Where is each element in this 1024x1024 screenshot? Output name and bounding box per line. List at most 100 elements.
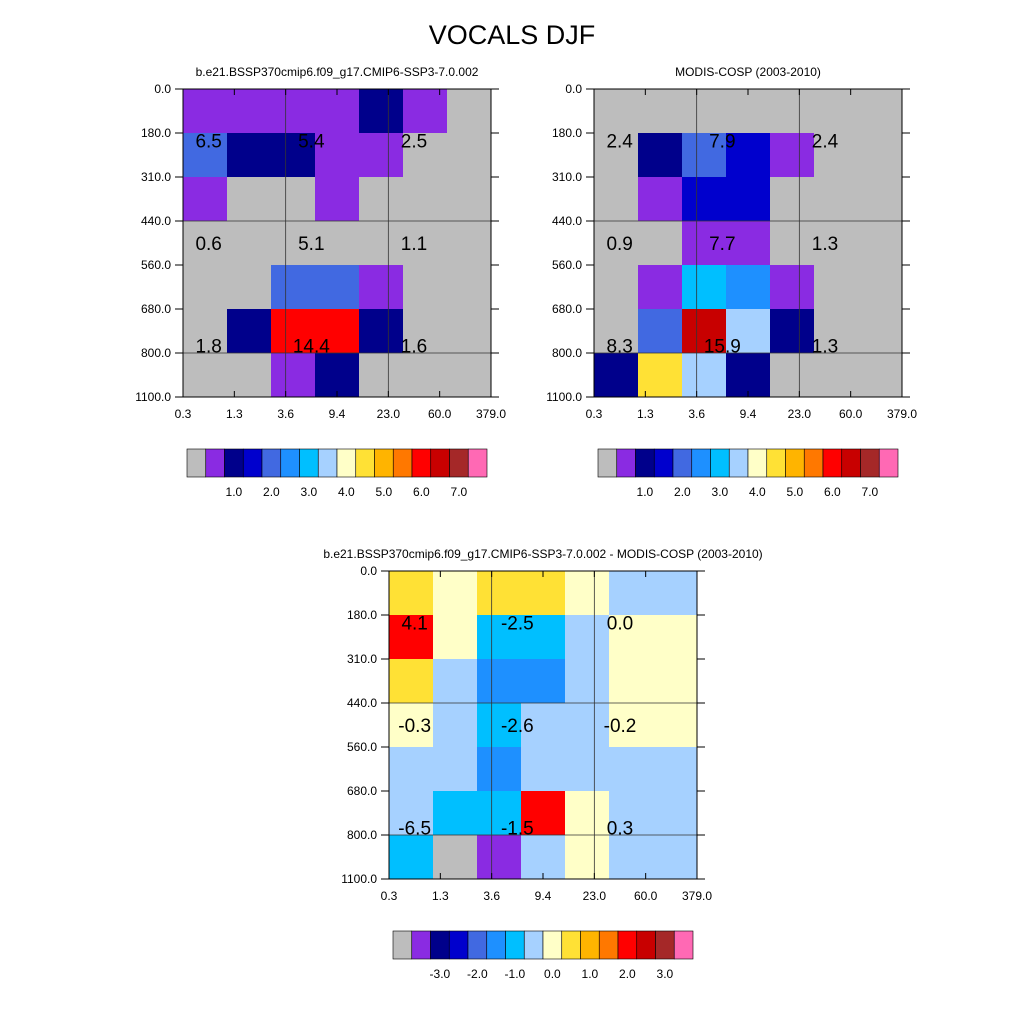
y-tick-label: 180.0	[552, 126, 582, 140]
heatmap-cell	[858, 221, 903, 266]
heatmap-cell	[609, 659, 654, 704]
heatmap-cell	[594, 265, 639, 310]
heatmap-cell	[565, 791, 610, 836]
heatmap-cell	[183, 353, 228, 398]
heatmap-cell	[271, 177, 316, 222]
heatmap-cell	[403, 309, 448, 354]
cell-annotation: 8.3	[606, 337, 632, 358]
heatmap-cell	[359, 133, 404, 178]
x-tick-label: 3.6	[277, 407, 294, 421]
heatmap-cell	[858, 353, 903, 398]
heatmap-cell	[682, 221, 727, 266]
y-tick-label: 1100.0	[135, 390, 171, 404]
heatmap-cell	[271, 353, 316, 398]
heatmap-cell	[477, 659, 522, 704]
heatmap-cell	[403, 177, 448, 222]
colorbar: -3.0 -2.0 -1.0 0.0 1.0 2.0 3.0	[392, 930, 694, 981]
heatmap-cell	[682, 353, 727, 398]
cell-annotation: 2.4	[606, 131, 633, 152]
colorbar-label: -3.0	[430, 967, 451, 981]
cell-annotation: 1.3	[812, 337, 838, 358]
y-tick-label: 680.0	[141, 302, 171, 316]
y-tick-label: 310.0	[552, 170, 582, 184]
colorbar-swatch	[224, 448, 244, 478]
heatmap-cell	[359, 177, 404, 222]
colorbar-swatch	[710, 448, 730, 478]
heatmap-cell	[227, 133, 272, 178]
heatmap-cell	[477, 835, 522, 880]
heatmap-cell	[521, 747, 566, 792]
heatmap-cell	[183, 309, 228, 354]
heatmap-cell	[682, 133, 727, 178]
heatmap-cell	[653, 747, 698, 792]
heatmap-cell	[433, 835, 478, 880]
heatmap-cell	[315, 177, 360, 222]
y-tick-label: 1100.0	[546, 390, 582, 404]
colorbar-swatch	[841, 448, 861, 478]
heatmap-cell	[359, 89, 404, 134]
panel-1: b.e21.BSSP370cmip6.f09_g17.CMIP6-SSP3-7.…	[135, 65, 506, 499]
heatmap-cell	[227, 353, 272, 398]
colorbar-swatch	[542, 930, 563, 960]
heatmap-cell	[609, 791, 654, 836]
cell-annotation: -1.5	[501, 819, 534, 840]
colorbar-swatch	[785, 448, 805, 478]
panel-3: b.e21.BSSP370cmip6.f09_g17.CMIP6-SSP3-7.…	[323, 547, 762, 981]
heatmap-cell	[389, 703, 434, 748]
cell-annotation: 1.3	[812, 234, 838, 255]
colorbar-swatch	[261, 448, 282, 478]
x-tick-label: 379.0	[682, 889, 712, 903]
heatmap-cell	[389, 747, 434, 792]
heatmap-cell	[638, 265, 683, 310]
colorbar-swatch	[598, 930, 619, 960]
x-tick-label: 0.3	[381, 889, 398, 903]
colorbar-swatch	[505, 930, 525, 960]
colorbar-swatch	[449, 448, 469, 478]
heatmap-cell	[858, 177, 903, 222]
heatmap-cell	[638, 353, 683, 398]
colorbar-swatch	[860, 448, 880, 478]
x-tick-label: 1.3	[637, 407, 654, 421]
colorbar-label: 5.0	[787, 485, 804, 499]
heatmap-cell	[403, 353, 448, 398]
x-tick-label: 1.3	[226, 407, 243, 421]
colorbar-label: 6.0	[824, 485, 841, 499]
colorbar-swatch	[411, 930, 431, 960]
heatmap-cell	[183, 177, 228, 222]
colorbar-swatch	[673, 930, 694, 960]
cell-annotation: -0.3	[398, 716, 431, 737]
cell-annotation: -0.2	[604, 716, 637, 737]
cell-annotation: 2.4	[812, 131, 839, 152]
x-tick-label: 3.6	[483, 889, 500, 903]
heatmap-cell	[359, 309, 404, 354]
heatmap-cell	[638, 221, 683, 266]
y-tick-label: 440.0	[552, 214, 582, 228]
x-tick-label: 23.0	[788, 407, 812, 421]
x-tick-label: 60.0	[634, 889, 658, 903]
heatmap-cell	[682, 309, 727, 354]
colorbar-swatch	[691, 448, 711, 478]
colorbar-swatch	[336, 448, 357, 478]
heatmap-cell	[814, 309, 859, 354]
heatmap-cell	[726, 309, 771, 354]
colorbar-swatch	[523, 930, 544, 960]
colorbar-swatch	[597, 448, 618, 478]
colorbar-swatch	[186, 448, 207, 478]
heatmap-cell	[594, 133, 639, 178]
heatmap-cell	[726, 265, 771, 310]
panel-title: b.e21.BSSP370cmip6.f09_g17.CMIP6-SSP3-7.…	[323, 547, 762, 561]
colorbar-label: -2.0	[467, 967, 488, 981]
x-tick-label: 9.4	[740, 407, 757, 421]
heatmap-cell	[858, 89, 903, 134]
heatmap-cell	[726, 89, 771, 134]
panel-title: b.e21.BSSP370cmip6.f09_g17.CMIP6-SSP3-7.…	[196, 65, 479, 79]
x-tick-label: 23.0	[583, 889, 607, 903]
heatmap-cell	[565, 835, 610, 880]
heatmap-cell	[653, 703, 698, 748]
heatmap-cell	[315, 221, 360, 266]
colorbar-label: 1.0	[582, 967, 599, 981]
cell-annotation: 1.1	[401, 234, 427, 255]
heatmap-cell	[594, 177, 639, 222]
heatmap-cell	[814, 133, 859, 178]
